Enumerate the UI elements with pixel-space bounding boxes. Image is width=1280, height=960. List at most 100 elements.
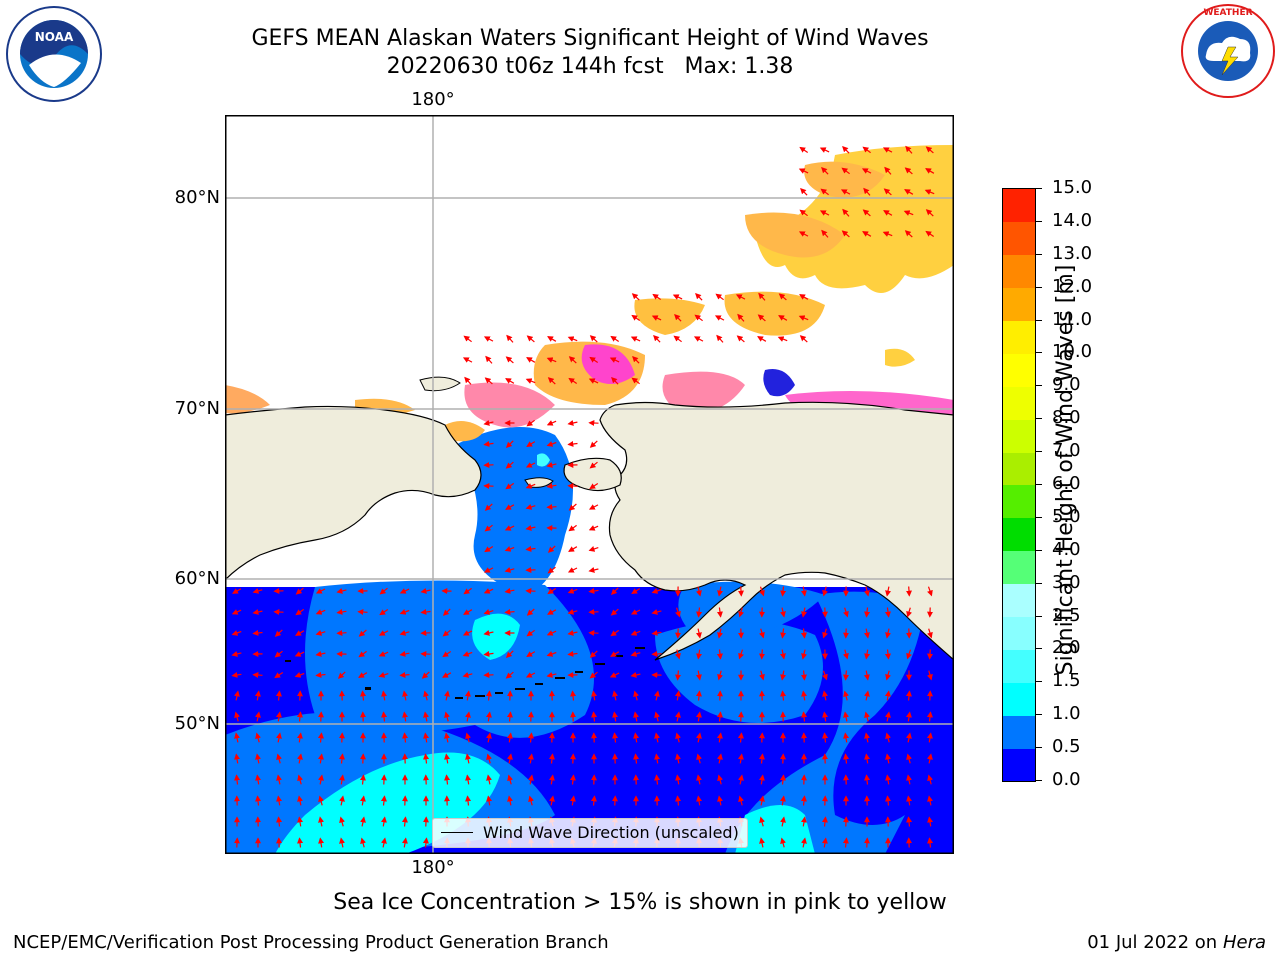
wave-direction-arrow [589,461,598,469]
wave-direction-arrow [295,630,305,636]
wave-direction-arrow [506,711,513,722]
wave-direction-arrow [843,711,850,722]
wave-direction-arrow [882,147,893,153]
svg-text:WEATHER: WEATHER [1203,8,1252,18]
wave-direction-arrow [359,816,366,827]
wave-direction-arrow [527,732,534,743]
wave-direction-arrow [694,314,703,322]
wave-direction-arrow [716,649,723,660]
wave-direction-arrow [483,588,494,594]
wave-direction-arrow [695,628,702,639]
wave-direction-arrow [588,504,599,510]
wave-direction-arrow [462,630,473,636]
wave-direction-arrow [483,609,494,615]
wave-direction-arrow [927,816,934,827]
wave-direction-arrow [633,732,640,743]
wave-direction-arrow [589,335,598,343]
wave-direction-arrow [696,607,703,618]
wave-direction-arrow [925,168,935,174]
wave-direction-arrow [906,816,913,827]
wave-direction-arrow [567,609,578,615]
wave-direction-arrow [927,670,933,681]
wave-direction-arrow [233,690,240,701]
wave-direction-arrow [399,650,410,657]
wave-direction-arrow [315,650,326,657]
wave-direction-arrow [717,795,724,806]
wave-direction-arrow [883,210,893,216]
wave-direction-arrow [821,166,829,175]
wave-direction-arrow [884,649,891,660]
wave-direction-arrow [842,208,850,217]
wave-direction-arrow [927,628,933,639]
wave-direction-arrow [505,378,515,384]
wave-direction-arrow [483,650,494,657]
footer-host: Hera [1222,932,1266,953]
wave-direction-arrow [612,711,619,722]
wave-direction-arrow [843,690,849,701]
colorbar-tick-label: 2.5 [1052,604,1081,626]
wave-direction-arrow [780,607,786,618]
wave-direction-arrow [252,588,263,594]
colorbar-tick [1036,648,1042,650]
wave-direction-arrow [696,586,702,597]
wave-direction-arrow [484,545,494,553]
wave-direction-arrow [548,774,555,785]
wave-direction-arrow [905,145,913,154]
wave-direction-arrow [673,335,682,343]
colorbar-tick [1036,615,1042,617]
wave-direction-arrow [842,145,850,154]
wave-direction-arrow [401,816,408,827]
wave-direction-arrow [864,586,870,597]
wave-direction-arrow [716,711,723,722]
wave-direction-arrow [484,377,493,385]
wave-direction-arrow [255,795,262,806]
wave-direction-arrow [360,837,366,848]
wave-direction-arrow [232,588,242,594]
wave-direction-arrow [630,651,641,657]
wave-direction-arrow [841,230,850,238]
wave-direction-arrow [234,774,241,785]
wave-direction-arrow [695,711,702,722]
wave-direction-arrow [610,608,619,616]
wave-direction-arrow [779,649,786,660]
wave-direction-arrow [863,187,871,196]
wave-direction-arrow [423,690,429,701]
colorbar-segment [1003,419,1035,453]
wave-direction-arrow [612,732,619,743]
wave-direction-arrow [780,690,787,701]
wave-direction-arrow [800,816,807,827]
colorbar-segment [1003,485,1035,519]
wave-direction-arrow [800,586,807,597]
wave-direction-arrow [864,711,870,722]
wave-direction-arrow [567,483,578,490]
wave-direction-arrow [632,355,640,364]
wave-direction-arrow [674,690,681,701]
wave-direction-arrow [423,732,430,743]
wave-direction-arrow [675,607,681,618]
wave-direction-arrow [505,461,514,469]
wave-direction-arrow [569,795,576,806]
wave-direction-arrow [906,649,912,660]
wave-direction-arrow [737,586,744,597]
wave-direction-arrow [337,671,346,679]
footer-credit: NCEP/EMC/Verification Post Processing Pr… [13,932,609,953]
wave-direction-arrow [336,588,347,594]
wave-direction-arrow [401,837,408,848]
wave-direction-arrow [654,753,661,764]
lat-label-60: 60°N [174,568,220,589]
wave-direction-arrow [378,672,389,678]
wave-direction-arrow [610,629,620,637]
colorbar-tick-label: 8.0 [1052,407,1081,429]
colorbar-tick-label: 10.0 [1052,341,1093,363]
wave-direction-arrow [715,293,724,301]
wave-direction-arrow [672,294,683,300]
wave-direction-arrow [843,607,849,618]
wave-direction-arrow [735,294,746,300]
colorbar-tick [1036,582,1042,584]
wave-direction-arrow [420,587,431,594]
wave-direction-arrow [819,147,830,153]
wave-direction-arrow [379,587,388,595]
wave-direction-arrow [842,837,849,848]
wave-direction-arrow [234,732,241,743]
wave-direction-arrow [547,377,556,385]
